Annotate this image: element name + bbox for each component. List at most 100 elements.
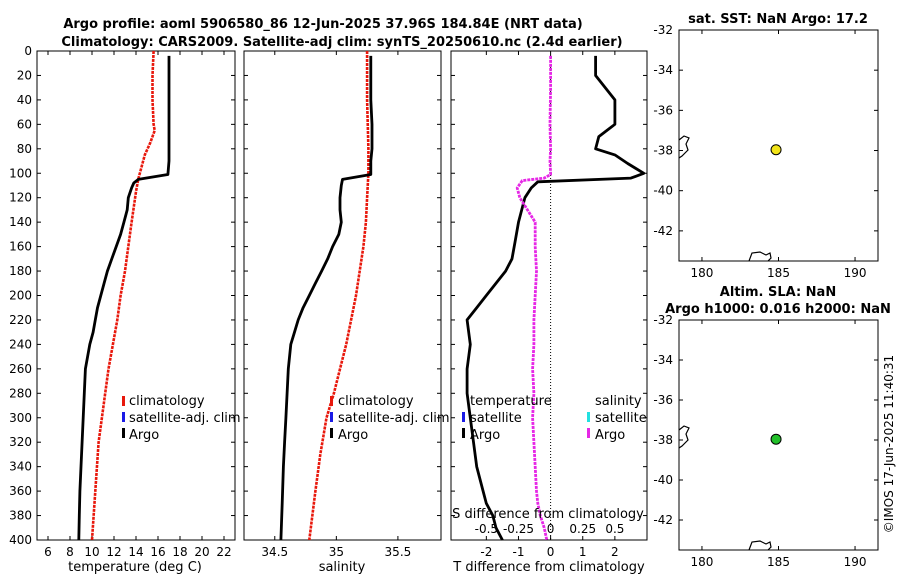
legend-argo-marker <box>122 428 125 438</box>
x-tick-label: 18 <box>172 545 187 559</box>
legend-salinity-title: salinity <box>595 394 642 409</box>
salinity-xlabel: salinity <box>319 560 366 575</box>
map-x-tick-label: 180 <box>691 266 714 280</box>
x-tick-label: 35.5 <box>385 545 412 559</box>
legend-climatology: climatology <box>338 394 414 409</box>
legend-t-satellite-marker <box>462 412 465 422</box>
y-tick-label: 140 <box>9 215 32 229</box>
series-s-difference-argo <box>515 55 552 541</box>
imos-timestamp: ©IMOS 17-Jun-2025 11:40:31 <box>882 355 896 533</box>
legend-s-argo-marker <box>587 428 590 438</box>
y-tick-label: 360 <box>9 484 32 498</box>
legend-satellite-marker <box>122 412 125 422</box>
y-tick-label: 60 <box>17 117 32 131</box>
map-y-tick-label: -38 <box>653 144 673 158</box>
sla-map-coastline <box>678 425 772 551</box>
s-diff-tick-label: -0.5 <box>475 522 498 536</box>
legend-satellite-adj-clim: satellite-adj. clim <box>129 411 241 426</box>
x-tick-label: -2 <box>480 545 492 559</box>
salinity-panel: 34.5 35 35.5 salinity climatology satellit… <box>243 50 450 575</box>
salinity-legend: climatology satellite-adj. clim Argo <box>330 394 450 443</box>
legend-climatology-marker <box>122 396 125 406</box>
legend-s-argo: Argo <box>595 428 625 443</box>
y-tick-label: 220 <box>9 313 32 327</box>
y-tick-label: 240 <box>9 337 32 351</box>
legend-s-satellite: satellite <box>595 411 647 426</box>
temperature-xlabel: temperature (deg C) <box>68 560 202 575</box>
legend-s-satellite-marker <box>587 412 590 422</box>
map-y-tick-label: -40 <box>653 184 673 198</box>
legend-argo: Argo <box>338 428 368 443</box>
figure-title-line2: Climatology: CARS2009. Satellite-adj cli… <box>61 35 622 50</box>
legend-t-argo: Argo <box>470 428 500 443</box>
y-tick-label: 400 <box>9 533 32 547</box>
legend-satellite-adj-clim: satellite-adj. clim <box>338 411 450 426</box>
y-tick-label: 160 <box>9 240 32 254</box>
legend-temperature-title: temperature <box>470 394 552 409</box>
x-tick-label: -1 <box>512 545 524 559</box>
x-tick-label: 8 <box>66 545 74 559</box>
map-y-tick-label: -34 <box>653 63 673 77</box>
salinity-axes <box>243 50 442 541</box>
sst-map-coastline <box>678 135 772 262</box>
temperature-panel: 0 20 40 60 80 100 120 140 160 180 200 220 240 260 280 3… <box>9 44 241 575</box>
map-y-tick-label: -32 <box>653 23 673 37</box>
s-difference-label: S difference from climatology <box>452 507 644 522</box>
series-climatology <box>90 50 156 541</box>
y-tick-label: 340 <box>9 460 32 474</box>
x-tick-label: 34.5 <box>261 545 288 559</box>
argo-location-marker <box>770 144 782 156</box>
map-y-tick-label: -36 <box>653 393 673 407</box>
map-y-tick-label: -34 <box>653 353 673 367</box>
y-tick-label: 380 <box>9 509 32 523</box>
difference-xlabel: T difference from climatology <box>452 560 645 575</box>
legend-satellite-marker <box>330 412 333 422</box>
temperature-axes <box>36 50 236 541</box>
map-y-tick-label: -42 <box>653 224 673 238</box>
x-tick-label: 35 <box>329 545 344 559</box>
y-tick-label: 20 <box>17 68 32 82</box>
map-y-tick-label: -42 <box>653 513 673 527</box>
map-x-tick-label: 190 <box>844 266 867 280</box>
map-y-tick-label: -36 <box>653 103 673 117</box>
y-tick-label: 80 <box>17 142 32 156</box>
legend-t-argo-marker <box>462 428 465 438</box>
s-diff-tick-label: -0.25 <box>503 522 534 536</box>
y-tick-label: 320 <box>9 435 32 449</box>
map-y-tick-label: -32 <box>653 313 673 327</box>
legend-climatology-marker <box>330 396 333 406</box>
difference-legend-salinity: salinity satellite Argo <box>587 394 647 443</box>
x-tick-label: 0 <box>547 545 555 559</box>
s-diff-tick-label: 0.5 <box>605 522 624 536</box>
sla-map-panel: Altim. SLA: NaN Argo h1000: 0.016 h2000:… <box>653 285 890 569</box>
s-diff-tick-label: 0.25 <box>569 522 596 536</box>
sst-map-title: sat. SST: NaN Argo: 17.2 <box>688 12 868 27</box>
y-tick-label: 260 <box>9 362 32 376</box>
y-tick-label: 100 <box>9 166 32 180</box>
sla-map-title-line1: Altim. SLA: NaN <box>720 285 836 300</box>
x-tick-label: 10 <box>84 545 99 559</box>
legend-argo: Argo <box>129 428 159 443</box>
x-tick-label: 22 <box>216 545 231 559</box>
x-tick-label: 1 <box>579 545 587 559</box>
y-tick-label: 200 <box>9 289 32 303</box>
x-tick-label: 20 <box>194 545 209 559</box>
y-tick-label: 40 <box>17 93 32 107</box>
y-tick-label: 280 <box>9 386 32 400</box>
x-tick-label: 14 <box>128 545 143 559</box>
sst-map-panel: sat. SST: NaN Argo: 17.2 -42 -40 -38 -36 -34… <box>653 12 879 280</box>
map-x-tick-label: 185 <box>767 266 790 280</box>
map-x-tick-label: 185 <box>767 555 790 569</box>
difference-legend-temperature: temperature satellite Argo <box>462 394 552 443</box>
y-tick-label: 300 <box>9 411 32 425</box>
map-x-tick-label: 180 <box>691 555 714 569</box>
y-tick-label: 0 <box>24 44 32 58</box>
y-tick-label: 180 <box>9 264 32 278</box>
x-tick-label: 6 <box>44 545 52 559</box>
legend-argo-marker <box>330 428 333 438</box>
series-argo <box>279 55 374 541</box>
map-x-tick-label: 190 <box>844 555 867 569</box>
series-argo <box>77 55 171 541</box>
